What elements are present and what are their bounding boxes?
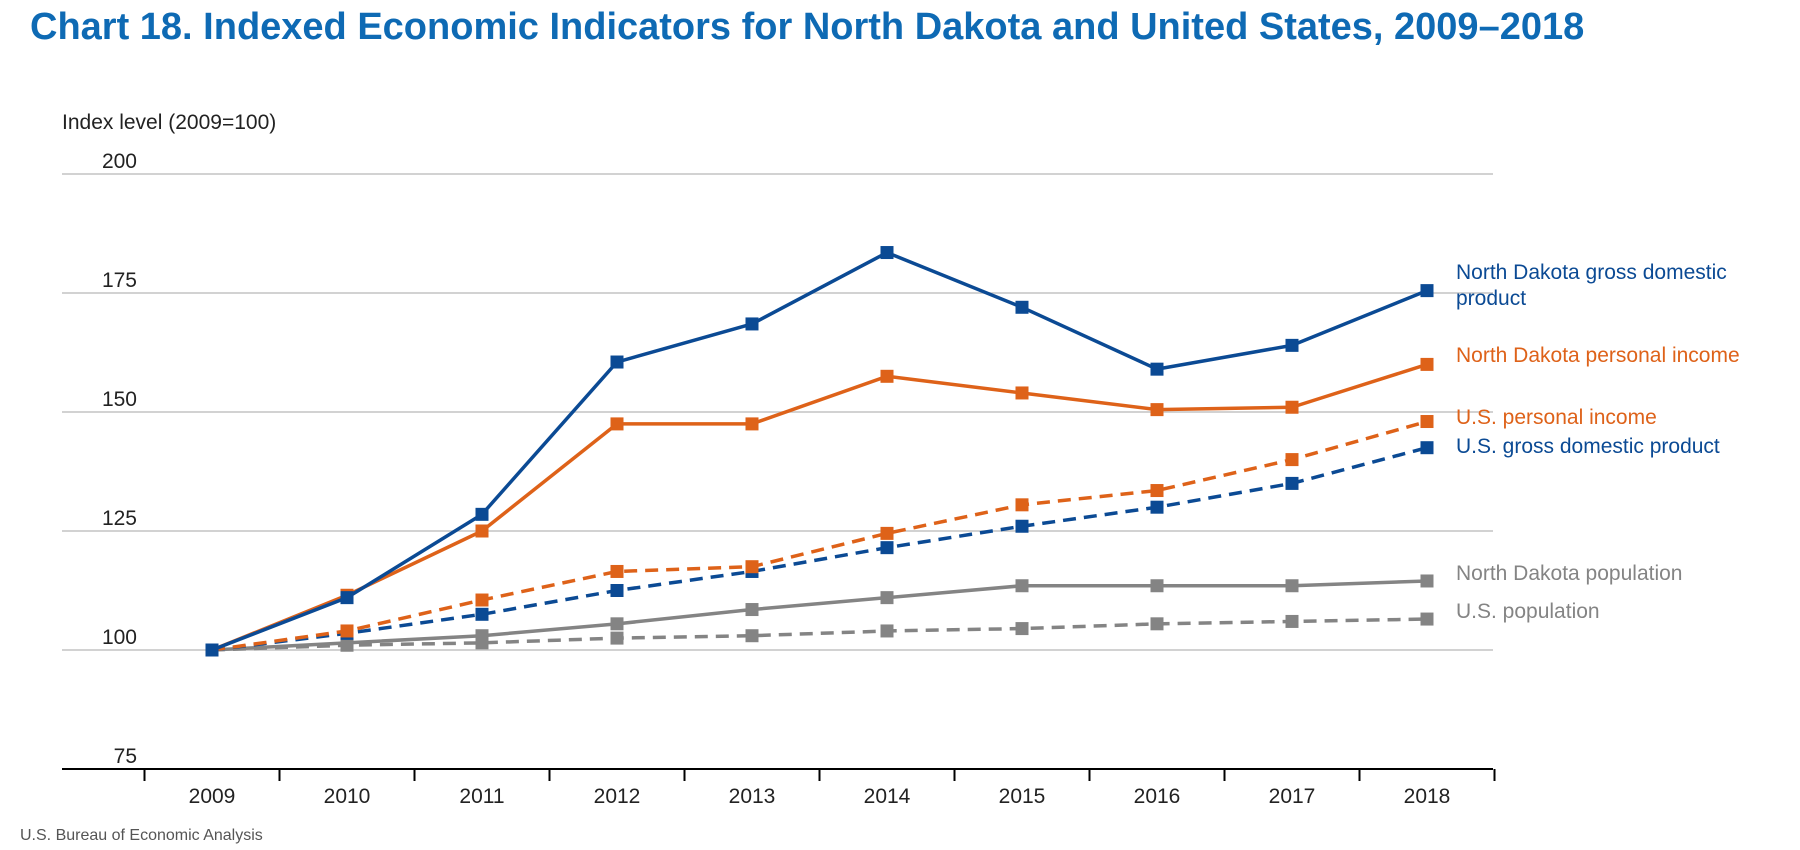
x-tick-label: 2009 — [189, 785, 236, 808]
series-label: U.S. gross domestic product — [1456, 435, 1720, 458]
data-point — [1015, 579, 1029, 593]
y-tick-label: 175 — [102, 269, 137, 292]
data-point — [1015, 300, 1029, 314]
data-point — [880, 246, 894, 260]
data-point — [880, 526, 894, 540]
data-point — [475, 593, 489, 607]
data-point — [1285, 338, 1299, 352]
series-north-dakota-personal-income — [205, 357, 1434, 657]
series-u-s-personal-income — [205, 415, 1434, 657]
x-axis-ticks: 2009 2010 2011 2012 2013 2014 2015 2016 2017 2018 — [189, 785, 1451, 808]
data-point — [340, 591, 354, 605]
x-tick-label: 2014 — [864, 785, 911, 808]
data-point — [880, 624, 894, 638]
data-point — [1150, 617, 1164, 631]
data-point — [610, 584, 624, 597]
data-point — [1015, 386, 1029, 400]
x-tick-label: 2013 — [729, 785, 776, 808]
data-point — [1285, 400, 1299, 414]
data-point — [745, 560, 759, 574]
x-axis — [62, 768, 1496, 781]
data-point — [610, 631, 624, 645]
data-point — [1420, 441, 1434, 455]
x-tick-label: 2017 — [1269, 785, 1316, 808]
x-tick-label: 2016 — [1134, 785, 1181, 808]
data-point — [1285, 579, 1299, 593]
series-label: North Dakota population — [1456, 562, 1682, 585]
data-point — [745, 317, 759, 331]
series-label: U.S. personal income — [1456, 406, 1657, 429]
data-point — [1150, 362, 1164, 376]
data-point — [610, 617, 624, 631]
series-label: North Dakota gross domestic — [1456, 261, 1727, 284]
x-tick-label: 2018 — [1404, 785, 1451, 808]
y-axis-label: Index level (2009=100) — [62, 111, 276, 134]
data-point — [610, 564, 624, 578]
x-tick-label: 2011 — [459, 785, 504, 808]
data-point — [475, 524, 489, 538]
data-point — [475, 507, 489, 521]
data-point — [205, 643, 219, 657]
x-tick-label: 2010 — [324, 785, 371, 808]
data-point — [1420, 612, 1434, 626]
data-point — [340, 624, 354, 638]
data-point — [745, 629, 759, 643]
data-point — [1285, 476, 1299, 490]
y-tick-label: 150 — [102, 388, 137, 411]
data-point — [1150, 403, 1164, 417]
series-line — [211, 250, 1428, 652]
series-label: product — [1456, 287, 1526, 310]
source-note: U.S. Bureau of Economic Analysis — [20, 827, 263, 844]
data-point — [1015, 622, 1029, 636]
data-point — [475, 607, 489, 621]
data-point — [1420, 574, 1434, 588]
series-label: U.S. population — [1456, 600, 1600, 623]
series-labels: North Dakota gross domestic product North … — [1456, 261, 1740, 623]
y-tick-label: 200 — [102, 150, 137, 173]
y-tick-label: 75 — [114, 745, 137, 768]
data-point — [475, 629, 489, 643]
y-tick-label: 100 — [102, 626, 137, 649]
data-point — [880, 369, 894, 383]
series-line — [211, 362, 1428, 652]
data-point — [610, 355, 624, 369]
y-axis-ticks: 75 100 125 150 175 200 — [102, 150, 137, 768]
data-point — [1420, 357, 1434, 371]
series-group — [205, 246, 1434, 657]
data-point — [880, 541, 894, 555]
chart-title: Chart 18. Indexed Economic Indicators fo… — [30, 6, 1585, 48]
y-tick-label: 125 — [102, 507, 137, 530]
gridlines — [62, 173, 1493, 651]
series-label: North Dakota personal income — [1456, 344, 1740, 367]
data-point — [610, 417, 624, 431]
x-tick-label: 2015 — [999, 785, 1046, 808]
data-point — [745, 603, 759, 617]
x-tick-label: 2012 — [594, 785, 641, 808]
series-line — [211, 446, 1428, 652]
data-point — [1285, 453, 1299, 467]
series-north-dakota-gross-domestic-product — [205, 246, 1434, 657]
data-point — [745, 417, 759, 431]
data-point — [1285, 614, 1299, 628]
data-point — [1150, 500, 1164, 514]
data-point — [1420, 284, 1434, 298]
data-point — [1015, 498, 1029, 512]
series-line — [211, 579, 1428, 652]
data-point — [1150, 579, 1164, 593]
series-line — [211, 419, 1428, 652]
data-point — [880, 591, 894, 605]
data-point — [1015, 519, 1029, 533]
data-point — [1150, 484, 1164, 498]
data-point — [1420, 415, 1434, 429]
series-line — [211, 617, 1428, 652]
